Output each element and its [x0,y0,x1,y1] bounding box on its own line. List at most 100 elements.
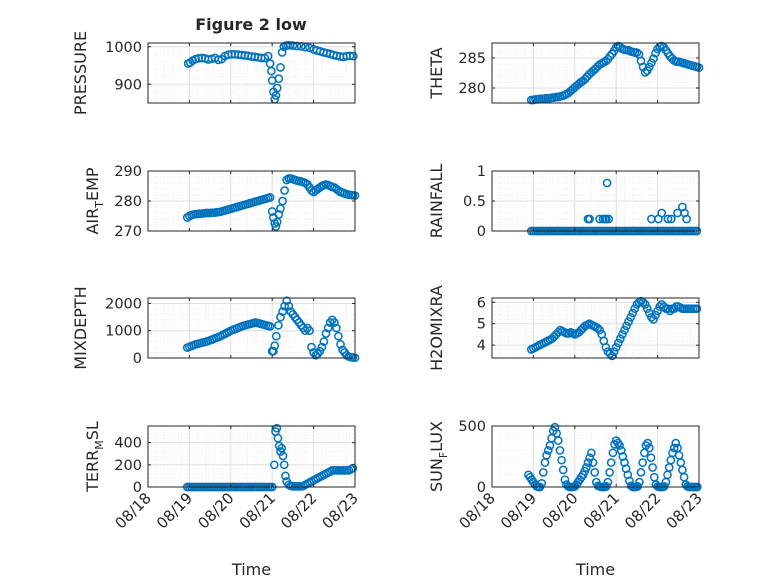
y-tick-label: 900 [114,77,142,93]
data-point [595,325,604,335]
data-point [663,304,673,314]
data-series [524,422,702,492]
data-point [651,310,660,320]
data-point [585,214,595,224]
data-point [538,468,548,477]
data-point [280,186,289,195]
data-point [276,312,285,322]
data-point [605,468,614,477]
data-point [649,315,658,324]
data-point [630,304,640,314]
y-axis-label: RAINFALL [427,164,446,239]
data-point [601,482,611,491]
y-tick-label: 0.5 [463,194,486,210]
data-point [271,222,281,231]
data-point [622,321,631,331]
data-point [582,463,591,472]
data-point [272,83,282,93]
data-point [692,304,702,314]
data-point [669,443,679,453]
data-point [269,460,279,470]
y-axis-label: AIRTEMP [83,167,106,234]
data-point [636,468,646,477]
data-point [608,448,618,458]
data-series [526,296,702,361]
data-point [653,306,662,316]
data-point [644,443,654,453]
y-tick-label: 285 [458,51,486,67]
data-point [590,468,600,477]
data-point [640,300,650,309]
data-point [555,446,565,455]
y-tick-label: 4 [477,338,486,354]
y-tick-label: 500 [458,419,486,435]
data-point [640,68,650,77]
data-point [276,63,285,72]
data-point [626,312,636,322]
data-point [642,304,652,314]
data-point [628,308,638,318]
subplot-pressure: 900 1000 PRESSURE [71,31,358,115]
data-point [593,323,602,333]
data-point [305,326,314,336]
data-point [638,297,648,307]
subplot-air_temp: 270 280 290 AIRTEMP [83,164,360,240]
data-point [553,436,563,445]
data-point [319,337,329,346]
data-point [624,317,633,326]
data-point [271,331,281,341]
data-point [265,322,275,331]
data-point [601,342,611,352]
axes-box [491,425,700,488]
data-point [278,451,288,461]
y-tick-label: 0 [477,224,486,240]
data-point [263,51,273,61]
data-point [605,51,615,61]
data-point [601,214,611,224]
data-point [620,458,629,467]
data-point [282,296,292,306]
data-point [602,178,612,188]
y-axis-label: H2OMIXRA [427,285,446,371]
data-point [332,323,341,333]
data-point [307,342,316,352]
subplot-h2omixra: 4 5 6 H2OMIXRA [427,285,702,371]
data-point [265,193,275,202]
data-point [633,482,643,491]
data-point [274,210,284,219]
data-point [669,304,679,314]
y-axis-label: PRESSURE [71,31,90,115]
minor-grid [148,426,355,488]
y-tick-label: 270 [114,224,142,240]
data-point [632,48,642,57]
data-point [606,458,616,467]
data-point [616,446,626,455]
data-point [609,347,619,356]
data-point [682,214,691,224]
data-point [323,323,333,333]
data-point [543,446,553,455]
data-point [560,475,570,485]
data-point [620,325,629,335]
data-point [280,301,289,311]
data-point [583,458,593,467]
data-series [183,40,358,104]
data-point [644,62,654,72]
data-point [615,441,624,450]
data-point [613,338,623,348]
data-point [659,482,669,491]
data-point [272,423,282,433]
data-point [273,433,283,443]
y-axis-label: THETA [427,47,446,99]
y-tick-label: 400 [114,436,142,452]
x-axis-label: Time [575,560,615,579]
data-point [647,58,656,68]
y-tick-label: 200 [114,458,142,474]
axes-box [491,42,700,104]
y-tick-label: 1000 [105,324,142,340]
data-point [284,301,294,311]
y-tick-label: 280 [114,194,142,210]
data-point [345,51,355,61]
data-series [526,41,704,105]
